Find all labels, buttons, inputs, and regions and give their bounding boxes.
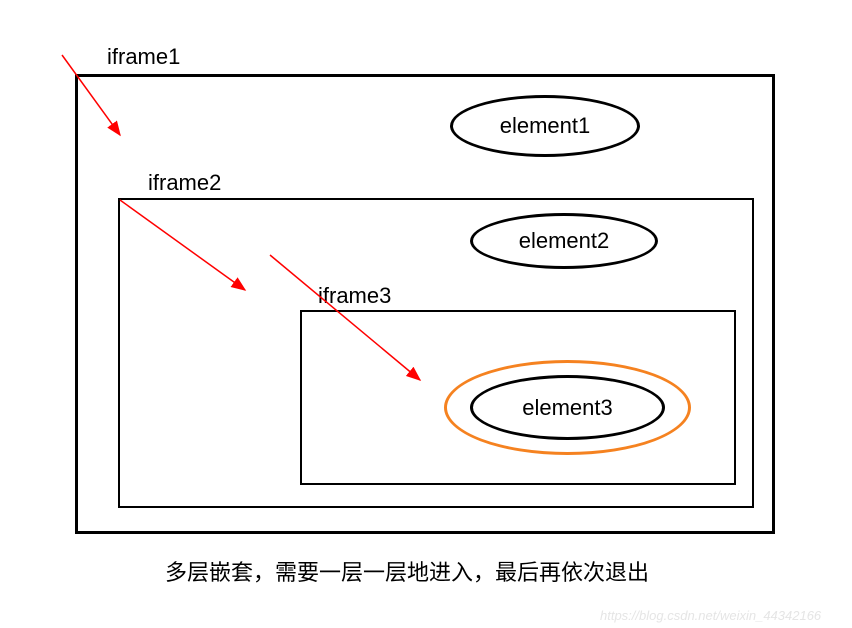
element1-ellipse: element1 (450, 95, 640, 157)
watermark-text: https://blog.csdn.net/weixin_44342166 (600, 608, 821, 623)
iframe1-label: iframe1 (107, 44, 180, 70)
iframe2-label: iframe2 (148, 170, 221, 196)
diagram-canvas: iframe1 iframe2 iframe3 element1 element… (0, 0, 852, 628)
element3-inner-ellipse: element3 (470, 375, 665, 440)
caption-text: 多层嵌套，需要一层一层地进入，最后再依次退出 (165, 555, 649, 587)
element2-ellipse: element2 (470, 213, 658, 269)
iframe3-label: iframe3 (318, 283, 391, 309)
